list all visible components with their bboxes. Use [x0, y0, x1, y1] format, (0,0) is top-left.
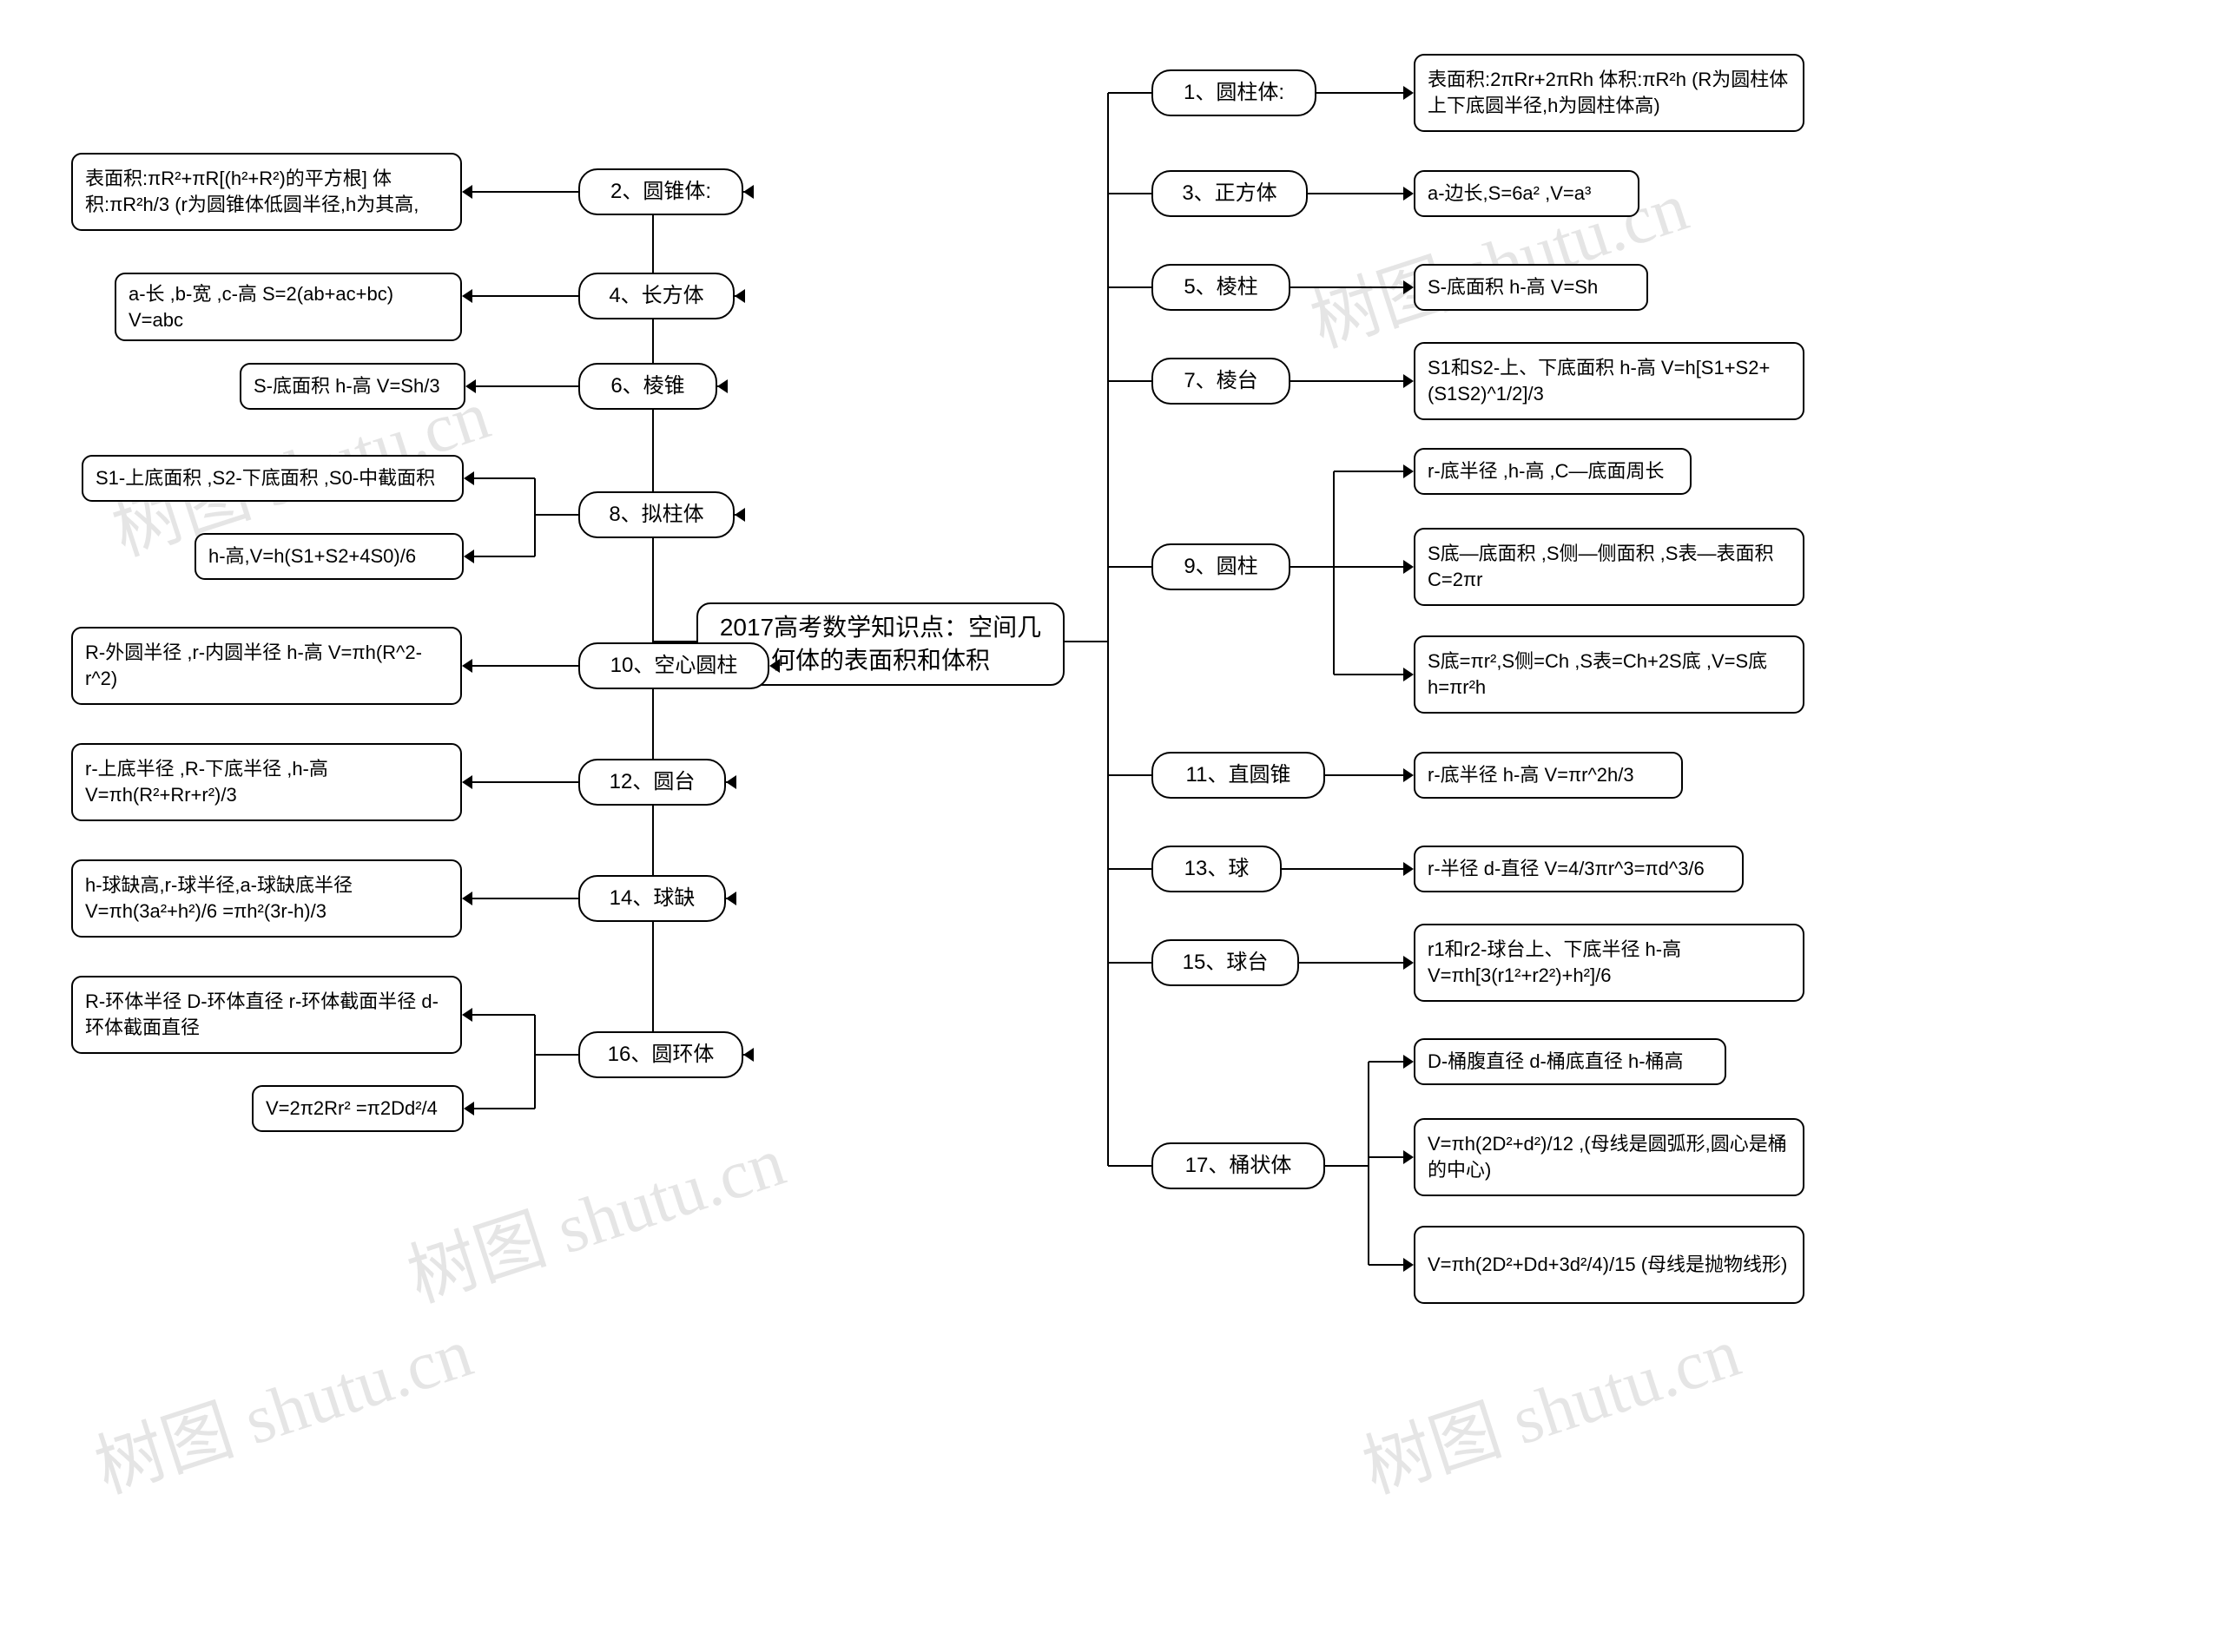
leaf-node: R-环体半径 D-环体直径 r-环体截面半径 d-环体截面直径 [71, 976, 462, 1054]
leaf-node: h-高,V=h(S1+S2+4S0)/6 [195, 533, 464, 580]
leaf-node: a-长 ,b-宽 ,c-高 S=2(ab+ac+bc) V=abc [115, 273, 462, 341]
leaf-node: S-底面积 h-高 V=Sh/3 [240, 363, 465, 410]
branch-node-r1: 1、圆柱体: [1151, 69, 1316, 116]
leaf-node: a-边长,S=6a² ,V=a³ [1414, 170, 1639, 217]
leaf-node: V=πh(2D²+d²)/12 ,(母线是圆弧形,圆心是桶的中心) [1414, 1118, 1804, 1196]
branch-node-l4: 4、长方体 [578, 273, 735, 319]
leaf-node: V=πh(2D²+Dd+3d²/4)/15 (母线是抛物线形) [1414, 1226, 1804, 1304]
branch-node-l6: 6、棱锥 [578, 363, 717, 410]
leaf-node: D-桶腹直径 d-桶底直径 h-桶高 [1414, 1038, 1726, 1085]
watermark: 树图 shutu.cn [1349, 1296, 1751, 1512]
branch-node-l2: 2、圆锥体: [578, 168, 743, 215]
leaf-node: S底=πr²,S侧=Ch ,S表=Ch+2S底 ,V=S底h=πr²h [1414, 635, 1804, 714]
watermark: 树图 shutu.cn [393, 1105, 795, 1321]
connector-lines [0, 0, 2223, 1652]
leaf-node: V=2π2Rr² =π2Dd²/4 [252, 1085, 464, 1132]
branch-node-r17: 17、桶状体 [1151, 1142, 1325, 1189]
leaf-node: S底—底面积 ,S侧—侧面积 ,S表—表面积 C=2πr [1414, 528, 1804, 606]
branch-node-r13: 13、球 [1151, 846, 1282, 892]
branch-node-r15: 15、球台 [1151, 939, 1299, 986]
branch-node-r3: 3、正方体 [1151, 170, 1308, 217]
branch-node-r11: 11、直圆锥 [1151, 752, 1325, 799]
branch-node-r9: 9、圆柱 [1151, 543, 1290, 590]
branch-node-l16: 16、圆环体 [578, 1031, 743, 1078]
leaf-node: r-底半径 h-高 V=πr^2h/3 [1414, 752, 1683, 799]
branch-node-l10: 10、空心圆柱 [578, 642, 769, 689]
branch-node-l12: 12、圆台 [578, 759, 726, 806]
leaf-node: R-外圆半径 ,r-内圆半径 h-高 V=πh(R^2-r^2) [71, 627, 462, 705]
leaf-node: 表面积:πR²+πR[(h²+R²)的平方根] 体积:πR²h/3 (r为圆锥体… [71, 153, 462, 231]
watermark: 树图 shutu.cn [81, 1296, 483, 1512]
leaf-node: r-半径 d-直径 V=4/3πr^3=πd^3/6 [1414, 846, 1744, 892]
branch-node-l8: 8、拟柱体 [578, 491, 735, 538]
leaf-node: S-底面积 h-高 V=Sh [1414, 264, 1648, 311]
leaf-node: h-球缺高,r-球半径,a-球缺底半径 V=πh(3a²+h²)/6 =πh²(… [71, 859, 462, 938]
leaf-node: r-上底半径 ,R-下底半径 ,h-高 V=πh(R²+Rr+r²)/3 [71, 743, 462, 821]
leaf-node: r1和r2-球台上、下底半径 h-高 V=πh[3(r1²+r2²)+h²]/6 [1414, 924, 1804, 1002]
branch-node-r5: 5、棱柱 [1151, 264, 1290, 311]
leaf-node: S1和S2-上、下底面积 h-高 V=h[S1+S2+(S1S2)^1/2]/3 [1414, 342, 1804, 420]
leaf-node: r-底半径 ,h-高 ,C—底面周长 [1414, 448, 1692, 495]
leaf-node: S1-上底面积 ,S2-下底面积 ,S0-中截面积 [82, 455, 464, 502]
branch-node-r7: 7、棱台 [1151, 358, 1290, 405]
leaf-node: 表面积:2πRr+2πRh 体积:πR²h (R为圆柱体上下底圆半径,h为圆柱体… [1414, 54, 1804, 132]
branch-node-l14: 14、球缺 [578, 875, 726, 922]
